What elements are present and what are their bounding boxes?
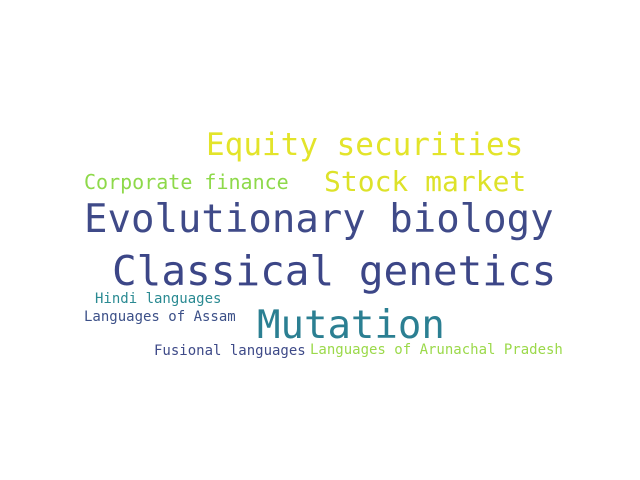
- word-equity-securities: Equity securities: [206, 127, 524, 163]
- word-evolutionary-biology: Evolutionary biology: [84, 197, 554, 242]
- word-fusional-languages: Fusional languages: [154, 343, 306, 359]
- word-corporate-finance: Corporate finance: [84, 170, 289, 194]
- word-languages-of-arunachal-pradesh: Languages of Arunachal Pradesh: [310, 342, 563, 358]
- word-hindi-languages: Hindi languages: [95, 291, 222, 307]
- word-stock-market: Stock market: [324, 165, 527, 198]
- word-languages-of-assam: Languages of Assam: [84, 309, 236, 325]
- word-mutation: Mutation: [257, 303, 445, 348]
- word-classical-genetics: Classical genetics: [112, 247, 557, 295]
